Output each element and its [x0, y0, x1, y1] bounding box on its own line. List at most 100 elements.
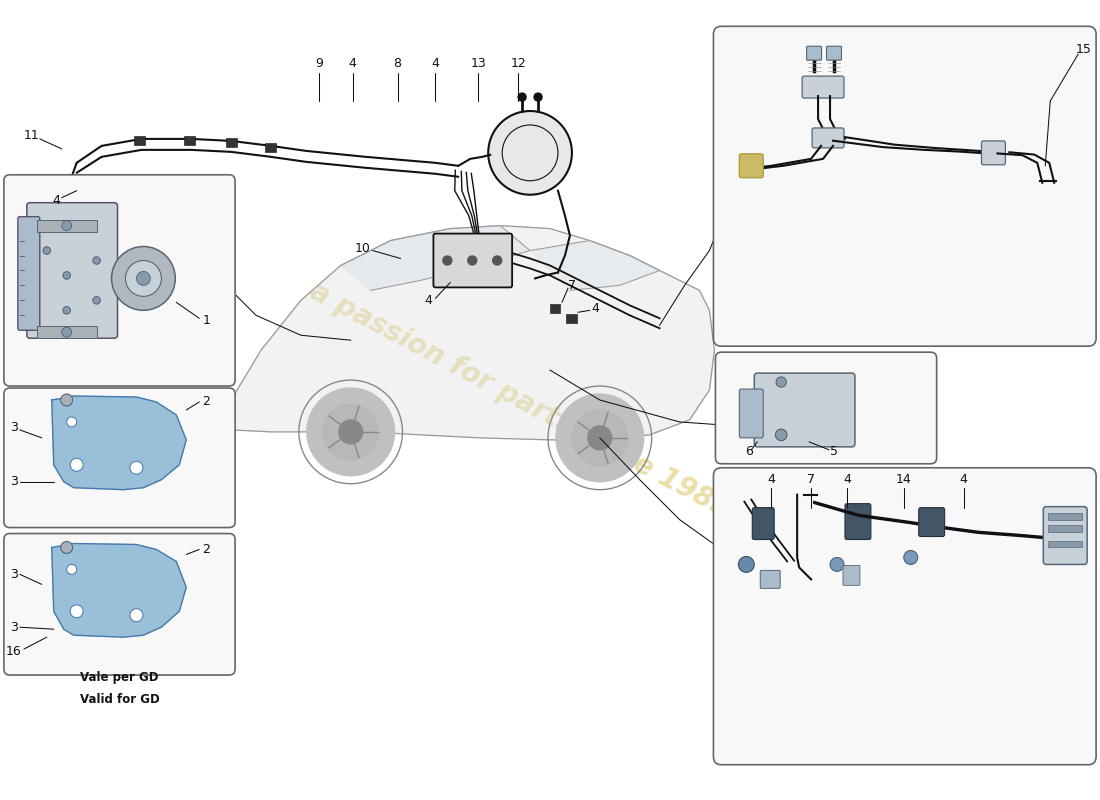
Bar — [550, 304, 561, 313]
Circle shape — [63, 306, 70, 314]
Text: 8: 8 — [394, 57, 402, 70]
Text: 4: 4 — [591, 302, 598, 315]
Circle shape — [488, 111, 572, 194]
Text: 3: 3 — [10, 475, 18, 488]
Circle shape — [830, 558, 844, 571]
Circle shape — [322, 404, 378, 460]
FancyBboxPatch shape — [4, 534, 235, 675]
Polygon shape — [530, 241, 660, 290]
Bar — [52, 251, 63, 260]
Circle shape — [62, 327, 72, 338]
Text: 16: 16 — [6, 645, 22, 658]
Bar — [36, 220, 97, 231]
Circle shape — [62, 221, 72, 230]
Text: 14: 14 — [895, 474, 912, 486]
Bar — [184, 137, 195, 146]
Text: 2: 2 — [202, 395, 210, 409]
Bar — [134, 137, 145, 146]
Text: 4: 4 — [768, 474, 776, 486]
Circle shape — [92, 297, 100, 304]
Polygon shape — [217, 226, 714, 440]
FancyBboxPatch shape — [715, 352, 937, 464]
Circle shape — [130, 609, 143, 622]
Polygon shape — [52, 396, 186, 490]
Circle shape — [60, 394, 73, 406]
Text: 4: 4 — [431, 57, 439, 70]
Circle shape — [776, 377, 786, 387]
FancyBboxPatch shape — [802, 76, 844, 98]
Circle shape — [493, 256, 502, 265]
FancyBboxPatch shape — [1043, 506, 1087, 565]
Bar — [454, 261, 465, 270]
FancyBboxPatch shape — [433, 234, 513, 287]
Text: 7: 7 — [807, 474, 815, 486]
Circle shape — [572, 410, 628, 466]
Text: 9: 9 — [315, 57, 322, 70]
FancyBboxPatch shape — [739, 154, 763, 178]
Text: 4: 4 — [425, 294, 432, 307]
Circle shape — [70, 458, 84, 471]
FancyBboxPatch shape — [26, 202, 118, 338]
FancyBboxPatch shape — [806, 46, 822, 60]
FancyBboxPatch shape — [752, 508, 774, 539]
Bar — [566, 314, 578, 322]
FancyBboxPatch shape — [739, 389, 763, 438]
FancyBboxPatch shape — [4, 174, 235, 386]
Bar — [1048, 513, 1082, 519]
Bar — [106, 182, 117, 190]
FancyBboxPatch shape — [981, 141, 1005, 165]
Circle shape — [43, 246, 51, 254]
Text: 15: 15 — [1075, 42, 1091, 56]
Circle shape — [776, 429, 786, 441]
Text: 4: 4 — [53, 194, 60, 207]
FancyBboxPatch shape — [845, 504, 871, 539]
Circle shape — [130, 462, 143, 474]
Circle shape — [307, 388, 395, 476]
Circle shape — [136, 271, 151, 286]
Text: 12: 12 — [510, 57, 526, 70]
Circle shape — [92, 257, 100, 264]
FancyBboxPatch shape — [760, 570, 780, 588]
Bar — [36, 326, 97, 338]
Text: 1: 1 — [202, 314, 210, 326]
FancyBboxPatch shape — [4, 388, 235, 527]
Text: Valid for GD: Valid for GD — [79, 693, 160, 706]
FancyBboxPatch shape — [714, 26, 1096, 346]
Polygon shape — [341, 226, 530, 290]
Polygon shape — [52, 543, 186, 637]
FancyBboxPatch shape — [714, 468, 1096, 765]
Text: 5: 5 — [830, 446, 838, 458]
Circle shape — [67, 417, 77, 427]
Text: 4: 4 — [843, 474, 851, 486]
Circle shape — [67, 565, 77, 574]
Text: a passion for parts since 1985: a passion for parts since 1985 — [305, 277, 735, 523]
Text: 3: 3 — [10, 568, 18, 581]
FancyBboxPatch shape — [826, 46, 842, 60]
Text: Vale per GD: Vale per GD — [80, 671, 158, 684]
Circle shape — [535, 93, 542, 101]
Bar — [265, 143, 276, 152]
Circle shape — [70, 605, 84, 618]
Circle shape — [111, 246, 175, 310]
Circle shape — [125, 261, 162, 296]
Circle shape — [518, 93, 526, 101]
Text: 11: 11 — [24, 130, 40, 142]
Circle shape — [63, 272, 70, 279]
Circle shape — [587, 426, 612, 450]
Text: 10: 10 — [354, 242, 371, 255]
Text: 3: 3 — [10, 422, 18, 434]
Circle shape — [738, 557, 755, 572]
FancyBboxPatch shape — [918, 508, 945, 537]
Circle shape — [904, 550, 917, 565]
Circle shape — [468, 256, 476, 265]
Bar — [226, 138, 236, 147]
FancyBboxPatch shape — [18, 217, 40, 330]
Bar — [1048, 525, 1082, 531]
Text: 4: 4 — [959, 474, 968, 486]
Circle shape — [60, 542, 73, 554]
Circle shape — [339, 420, 363, 444]
Text: 13: 13 — [471, 57, 486, 70]
Bar — [1048, 541, 1082, 547]
Circle shape — [556, 394, 644, 482]
Text: 2: 2 — [202, 543, 210, 556]
